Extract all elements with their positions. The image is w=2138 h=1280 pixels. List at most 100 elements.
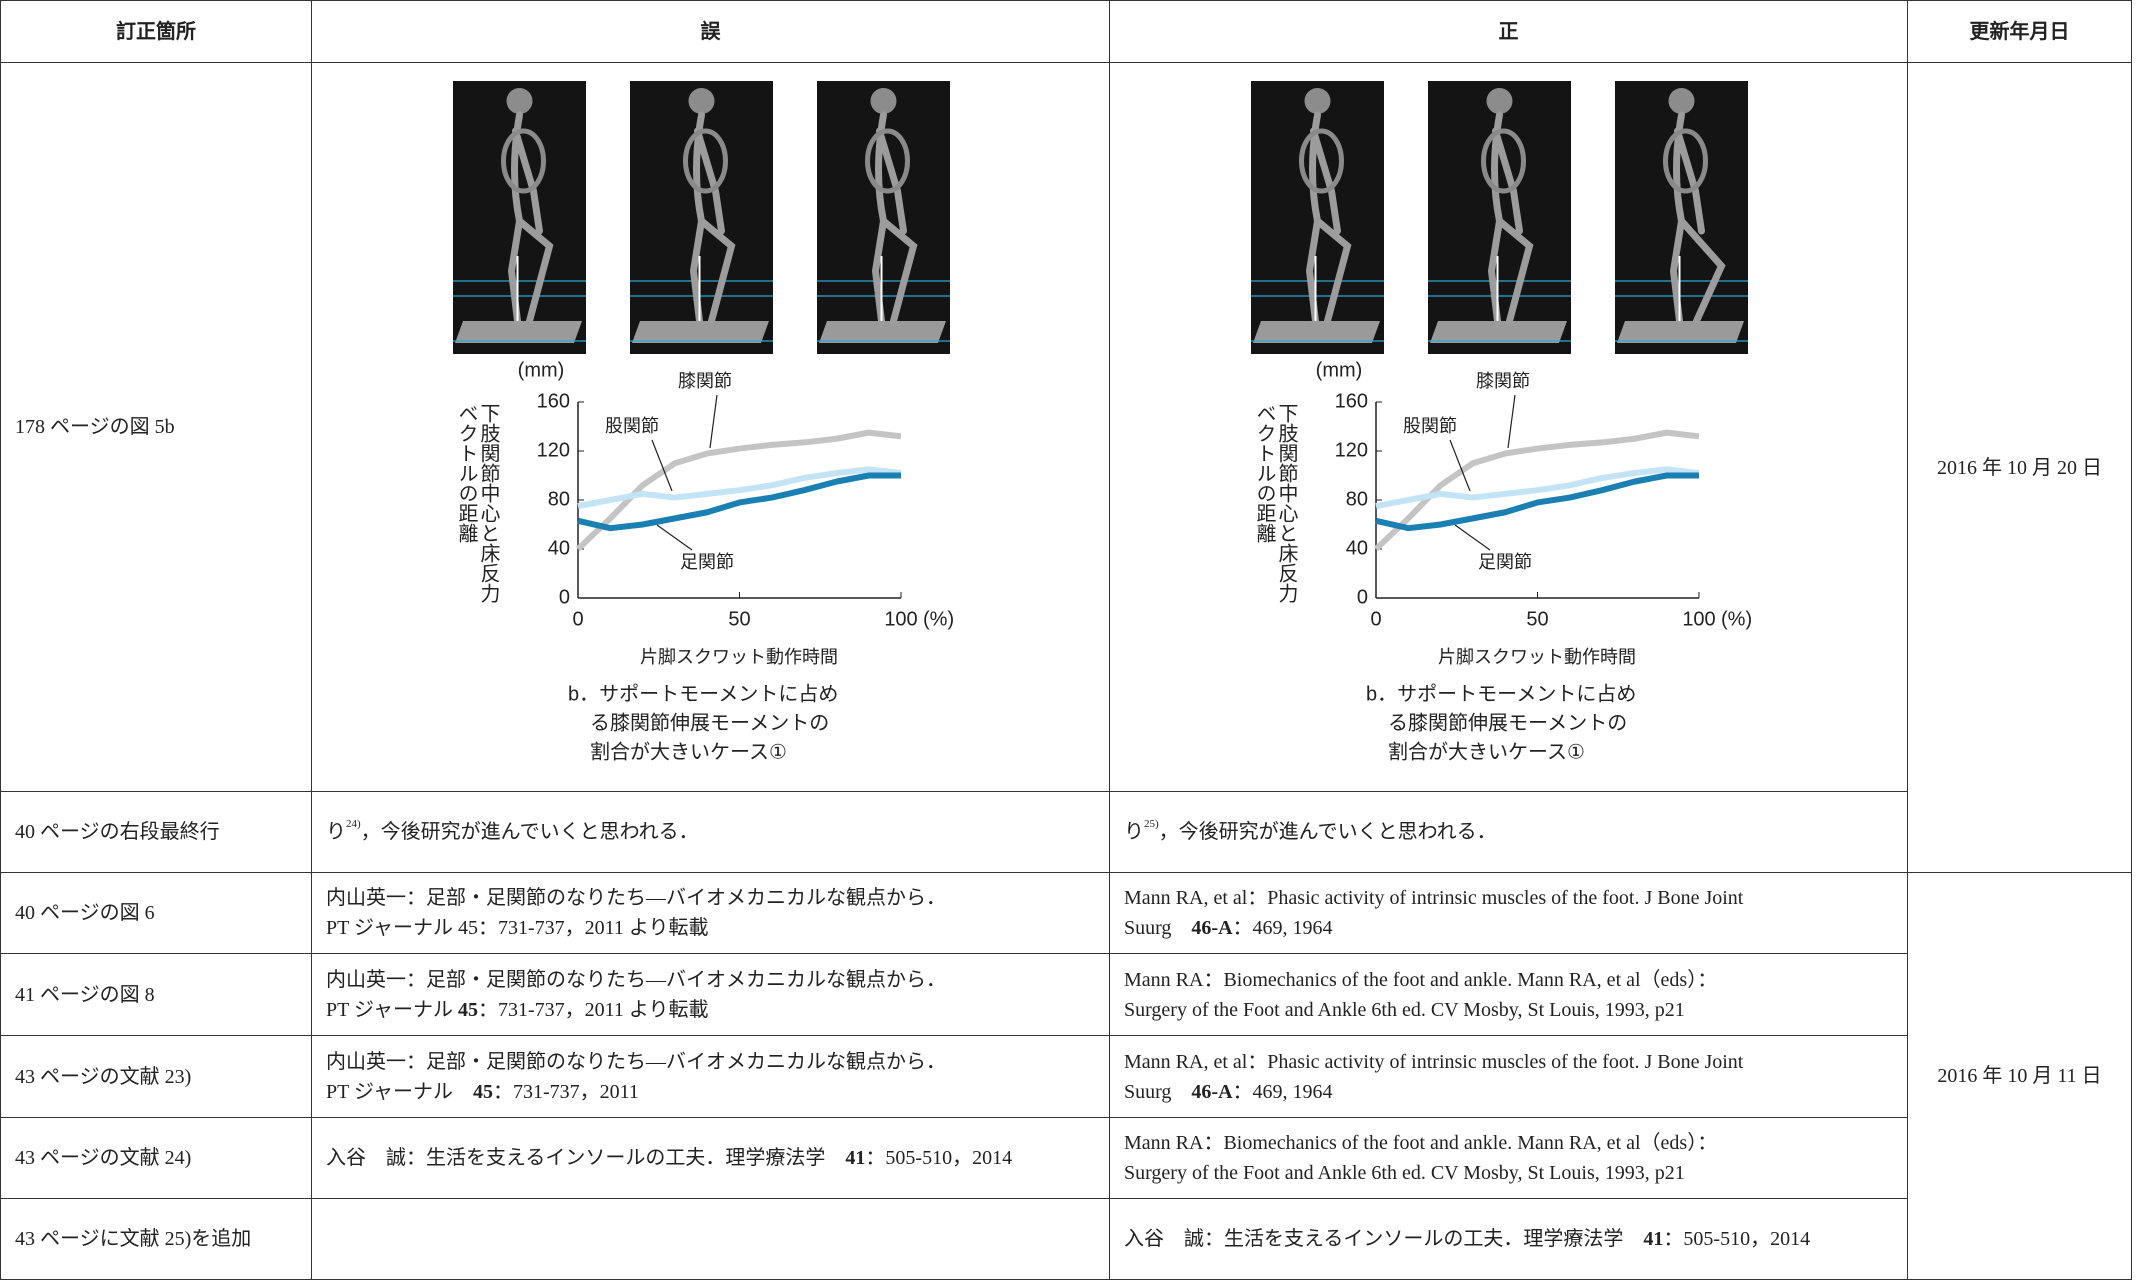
text: 46-A <box>1191 1080 1233 1103</box>
y-tick-label: 80 <box>1346 488 1368 510</box>
text: PT ジャーナル <box>326 1080 473 1103</box>
skeleton-image <box>817 81 950 354</box>
figure: 0 40 80 120 160 0 50 100 (%) (mm) 下肢関節中心と床反力ベクトルの距… <box>1251 81 1752 763</box>
ribcage <box>683 128 728 194</box>
skull <box>506 88 533 114</box>
skeleton-image <box>1615 81 1748 354</box>
skull <box>1304 88 1331 114</box>
text: り <box>326 821 346 843</box>
text: ：731-737，2011 <box>492 1080 639 1103</box>
header: 更新年月日 <box>1907 0 2132 63</box>
x-axis-label: 片脚スクワット動作時間 <box>1438 647 1636 667</box>
text-line: Suurg 46-A：469, 1964 <box>1124 913 1893 943</box>
place: 40 ページの右段最終行 <box>0 791 312 873</box>
leader-line <box>1454 524 1491 551</box>
y-tick-label: 160 <box>1335 390 1368 412</box>
text: 入谷 誠：生活を支えるインソールの工夫．理学療法学 <box>326 1147 846 1169</box>
x-unit: (%) <box>923 608 954 630</box>
text: Surgery of the Foot and Ankle 6th ed. CV… <box>1124 998 1685 1021</box>
text-line: Mann RA, et al：Phasic activity of intrin… <box>1124 883 1893 913</box>
caption: る膝関節伸展モーメントの <box>1388 711 1627 734</box>
text-cell: Mann RA：Biomechanics of the foot and ank… <box>1109 953 1908 1036</box>
skeleton-image <box>630 81 773 354</box>
text: ，今後研究が進んでいくと思われる． <box>360 821 699 843</box>
text-line: り24)，今後研究が進んでいくと思われる． <box>326 817 1095 847</box>
y-tick-label: 40 <box>1346 537 1368 559</box>
x-tick-label: 0 <box>572 608 583 630</box>
platform <box>1617 321 1744 343</box>
y-axis-label: ベクトルの距離 <box>455 403 478 543</box>
place: 178 ページの図 5b <box>0 62 312 792</box>
reference: 25) <box>1144 818 1159 830</box>
text: 入谷 誠：生活を支えるインソールの工夫．理学療法学 <box>1124 1228 1644 1250</box>
text-cell: 入谷 誠：生活を支えるインソールの工夫．理学療法学 41：505-510，201… <box>311 1117 1110 1199</box>
text: Suurg <box>1124 917 1192 939</box>
leader-line <box>656 524 693 551</box>
leader-line <box>651 439 673 492</box>
skeleton-image <box>1428 81 1571 354</box>
text-cell: 入谷 誠：生活を支えるインソールの工夫．理学療法学 41：505-510，201… <box>1109 1198 1908 1280</box>
platform <box>632 321 769 343</box>
x-tick-label: 50 <box>1526 608 1548 630</box>
ribcage <box>865 128 910 194</box>
text: 内山英一：足部・足関節のなりたち―バイオメカニカルな観点から． <box>326 1050 946 1073</box>
series-line <box>1375 466 1700 510</box>
x-tick-label: 100 <box>1682 608 1715 630</box>
text-line: 内山英一：足部・足関節のなりたち―バイオメカニカルな観点から． <box>326 883 1095 913</box>
figure: 0 40 80 120 160 0 50 100 (%) (mm) 下肢関節中心と床反力ベクトルの距… <box>453 81 954 763</box>
leader-line <box>1507 394 1516 449</box>
text-line: 入谷 誠：生活を支えるインソールの工夫．理学療法学 41：505-510，201… <box>326 1143 1095 1173</box>
text-cell: 内山英一：足部・足関節のなりたち―バイオメカニカルな観点から． PT ジャーナル … <box>311 953 1110 1036</box>
text: ：469, 1964 <box>1232 917 1333 939</box>
text: 内山英一：足部・足関節のなりたち―バイオメカニカルな観点から． <box>326 887 946 909</box>
y-tick-label: 120 <box>1335 439 1368 461</box>
skull <box>688 88 715 114</box>
text: 45 <box>457 998 478 1021</box>
series-label: 足関節 <box>1478 552 1532 572</box>
series-label: 膝関節 <box>678 371 732 391</box>
y-axis-label: 下肢関節中心と床反力 <box>477 403 500 603</box>
caption: 割合が大きいケース① <box>590 740 787 763</box>
x-tick-label: 0 <box>1370 608 1381 630</box>
text-line: PT ジャーナル 45：731-737，2011 より転載 <box>326 995 1095 1025</box>
ribcage <box>501 128 546 194</box>
skull <box>1668 88 1695 114</box>
text-line: 内山英一：足部・足関節のなりたち―バイオメカニカルな観点から． <box>326 965 1095 995</box>
text: PT ジャーナル 45：731-737，2011 より転載 <box>326 917 709 939</box>
text-line: Suurg 46-A：469, 1964 <box>1124 1077 1893 1107</box>
text: ：505-510，2014 <box>1663 1228 1811 1250</box>
text: り <box>1124 821 1144 843</box>
y-tick-label: 80 <box>548 488 570 510</box>
place: 43 ページの文献 24) <box>0 1117 312 1199</box>
series-label: 股関節 <box>1403 416 1457 436</box>
platform <box>1253 321 1380 343</box>
reference: 24) <box>346 818 361 830</box>
place: 43 ページの文献 23) <box>0 1035 312 1118</box>
x-tick-label: 100 <box>884 608 917 630</box>
skeleton-image <box>1251 81 1384 354</box>
text: Mann RA, et al：Phasic activity of intrin… <box>1124 887 1744 909</box>
y-tick-label: 120 <box>537 439 570 461</box>
figure-cell: 0 40 80 120 160 0 50 100 (%) (mm) 下肢関節中心と床反力 ベクトルの距… <box>1109 62 1908 792</box>
caption: る膝関節伸展モーメントの <box>590 711 829 734</box>
ribcage <box>1481 128 1526 194</box>
text: Surgery of the Foot and Ankle 6th ed. CV… <box>1124 1162 1685 1184</box>
leader-line <box>709 394 718 449</box>
text-cell: 内山英一：足部・足関節のなりたち―バイオメカニカルな観点から． PT ジャーナル … <box>311 872 1110 954</box>
text-line: Mann RA, et al：Phasic activity of intrin… <box>1124 1047 1893 1077</box>
series-label: 股関節 <box>605 416 659 436</box>
text: 41 <box>845 1147 866 1169</box>
series-label: 足関節 <box>680 552 734 572</box>
header: 訂正箇所 <box>0 0 312 63</box>
ribcage <box>1663 128 1708 194</box>
caption: 割合が大きいケース① <box>1388 740 1585 763</box>
text: 内山英一：足部・足関節のなりたち―バイオメカニカルな観点から． <box>326 968 946 991</box>
platform <box>819 321 946 343</box>
text: 41 <box>1643 1228 1664 1250</box>
series-line <box>1375 472 1699 532</box>
y-unit: (mm) <box>1316 359 1363 381</box>
skeleton-image <box>453 81 586 354</box>
figure-cell: 0 40 80 120 160 0 50 100 (%) (mm) 下肢関節中心と床反力 ベクトルの距… <box>311 62 1110 792</box>
text-line: PT ジャーナル 45：731-737，2011 より転載 <box>326 913 1095 943</box>
